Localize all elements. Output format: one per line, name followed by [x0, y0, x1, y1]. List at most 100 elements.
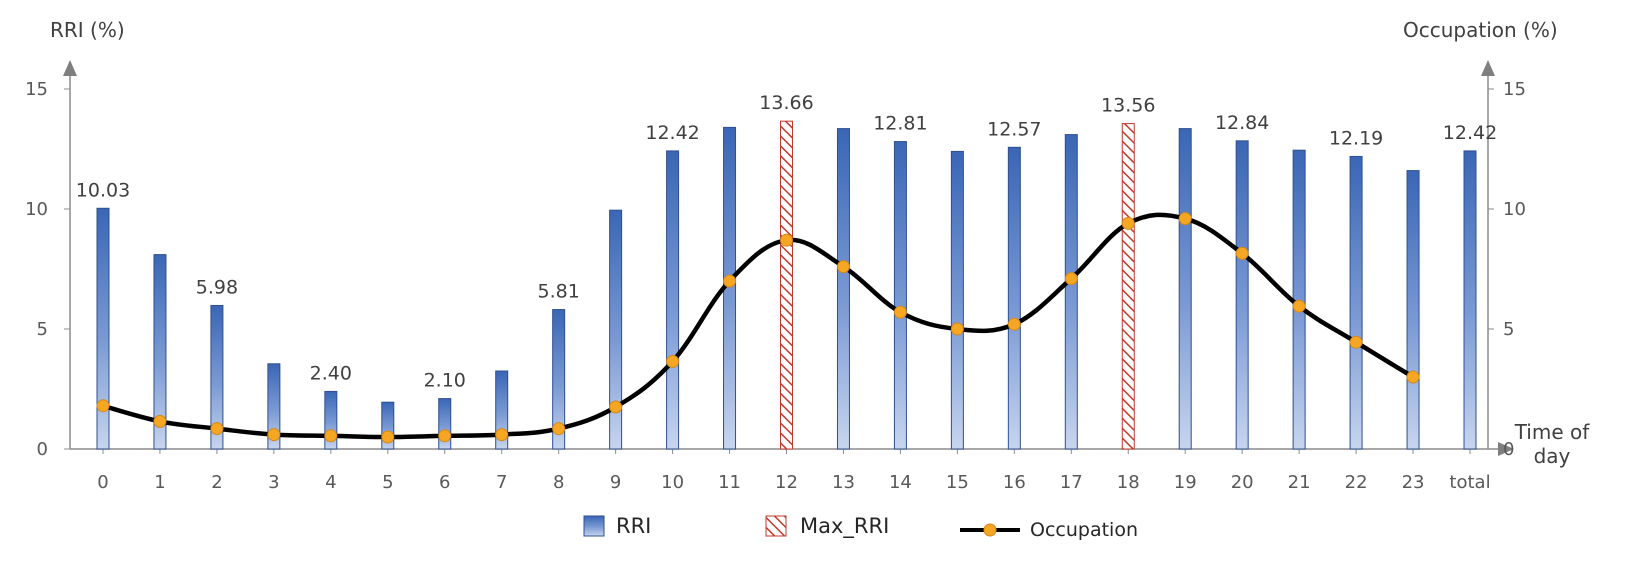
x-tick-label: 6: [439, 472, 450, 493]
x-tick-label: 1: [154, 472, 165, 493]
rri-bar: [1064, 134, 1078, 450]
y-right-tick-label: 0: [1503, 439, 1514, 460]
data-label: 12.42: [1443, 122, 1497, 144]
occupation-point: [1406, 370, 1420, 384]
data-label: 2.40: [310, 362, 352, 384]
x-tick-label: 4: [325, 472, 336, 493]
legend-max-rri-swatch: [765, 515, 787, 537]
x-tick-label: 16: [1003, 472, 1026, 493]
rri-bar: [552, 309, 566, 450]
data-label: 13.56: [1101, 95, 1155, 117]
y-left-tick-label: 15: [25, 79, 48, 100]
occupation-point: [210, 422, 224, 436]
y-right-tick-label: 5: [1503, 319, 1514, 340]
data-label: 10.03: [76, 179, 130, 201]
data-label: 12.19: [1329, 127, 1383, 149]
x-tick-label: 12: [775, 472, 798, 493]
occupation-point: [1064, 272, 1078, 286]
x-tick-label: 10: [661, 472, 684, 493]
data-label: 12.84: [1215, 112, 1269, 134]
rri-bar: [96, 207, 110, 450]
max-rri-bar: [780, 120, 793, 450]
data-label: 12.42: [645, 122, 699, 144]
y-right-axis-arrow: [1481, 60, 1495, 76]
legend-occupation-marker: [983, 523, 997, 537]
occupation-point: [438, 429, 452, 443]
rri-bar: [1292, 149, 1306, 450]
rri-bar: [893, 141, 907, 450]
occupation-point: [1349, 335, 1363, 349]
occupation-point: [609, 400, 623, 414]
rri-bar: [153, 254, 167, 450]
rri-bar: [267, 363, 281, 450]
data-label: 13.66: [759, 92, 813, 114]
occupation-point: [1178, 212, 1192, 226]
y-left-tick-label: 0: [37, 439, 48, 460]
y-right-tick-label: 15: [1503, 79, 1526, 100]
rri-bar: [836, 128, 850, 450]
x-tick-label: 14: [889, 472, 912, 493]
occupation-point: [1235, 246, 1249, 260]
occupation-point: [1121, 216, 1135, 230]
occupation-point: [552, 422, 566, 436]
rri-bar: [609, 209, 623, 450]
data-label: 12.57: [987, 118, 1041, 140]
occupation-point: [1292, 299, 1306, 313]
occupation-point: [324, 429, 338, 443]
data-label: 2.10: [424, 370, 466, 392]
occupation-point: [381, 430, 395, 444]
occupation-line-group: [96, 212, 1420, 444]
x-tick-label: 23: [1402, 472, 1425, 493]
occupation-point: [723, 274, 737, 288]
legend-rri-swatch: [583, 515, 605, 537]
occupation-line: [102, 212, 1415, 440]
y-left-tick-label: 5: [37, 319, 48, 340]
x-tick-label: 13: [832, 472, 855, 493]
data-label: 5.98: [196, 276, 238, 298]
y-right-axis-title: Occupation (%): [1403, 18, 1558, 42]
x-tick-label: 21: [1288, 472, 1311, 493]
legend: RRI Max_RRI Occupation: [583, 514, 1138, 541]
occupation-point: [96, 399, 110, 413]
x-tick-label: 9: [610, 472, 621, 493]
rri-bar: [1178, 128, 1192, 450]
x-tick-label: 0: [97, 472, 108, 493]
rri-bar: [210, 304, 224, 450]
x-tick-label: 18: [1117, 472, 1140, 493]
rri-bar: [1463, 150, 1477, 450]
x-tick-label: 5: [382, 472, 393, 493]
x-tick-label: 7: [496, 472, 507, 493]
x-axis-arrow: [1498, 442, 1514, 456]
rri-bar: [950, 150, 964, 450]
x-tick-label: 15: [946, 472, 969, 493]
x-tick-label: 17: [1060, 472, 1083, 493]
occupation-point: [893, 305, 907, 319]
rri-bar: [1235, 140, 1249, 450]
max-rri-bar: [1121, 123, 1135, 450]
occupation-point: [153, 414, 167, 428]
y-left-tick-label: 10: [25, 199, 48, 220]
data-label-group: 10.03 5.98 2.40 2.10 5.81 12.42 13.66 12.81 12.5…: [76, 92, 1497, 391]
rri-bar: [1349, 155, 1363, 450]
occupation-point: [1007, 317, 1021, 331]
x-axis-title: Time of day: [1514, 420, 1591, 468]
occupation-point: [780, 233, 793, 247]
x-tick-label: 3: [268, 472, 279, 493]
occupation-point: [495, 428, 509, 442]
x-tick-label: total: [1449, 472, 1490, 493]
x-tick-label: 2: [211, 472, 222, 493]
data-label: 5.81: [538, 281, 580, 303]
x-tick-label: 11: [718, 472, 741, 493]
rri-bar: [1007, 146, 1021, 450]
y-left-axis-arrow: [63, 60, 77, 76]
y-right-tick-label: 10: [1503, 199, 1526, 220]
legend-max-rri-label: Max_RRI: [800, 514, 889, 539]
legend-occupation-label: Occupation: [1030, 519, 1138, 541]
bar-series-group: [96, 120, 1477, 450]
occupation-point: [836, 260, 850, 274]
occupation-point: [267, 428, 281, 442]
legend-rri-label: RRI: [616, 514, 651, 538]
